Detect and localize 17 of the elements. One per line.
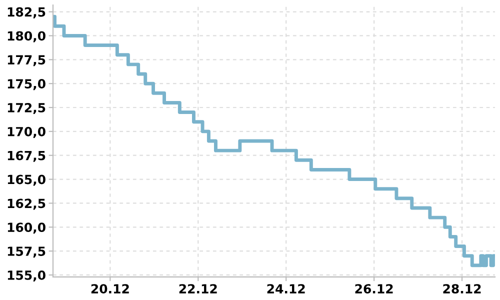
x-tick-label: 24.12 xyxy=(267,284,305,294)
y-tick-label: 155,0 xyxy=(8,270,46,282)
x-tick-label: 22.12 xyxy=(179,284,217,294)
y-tick-label: 165,0 xyxy=(8,174,46,186)
y-tick-label: 170,0 xyxy=(8,126,46,138)
y-tick-label: 175,0 xyxy=(8,79,46,90)
x-tick-label: 28.12 xyxy=(443,284,481,294)
y-tick-label: 160,0 xyxy=(8,222,46,234)
y-tick-label: 162,5 xyxy=(8,198,46,210)
x-tick-label: 20.12 xyxy=(91,284,129,294)
y-tick-label: 167,5 xyxy=(8,150,46,162)
y-tick-label: 157,5 xyxy=(8,246,46,258)
y-tick-label: 180,0 xyxy=(8,31,46,42)
y-tick-label: 177,5 xyxy=(8,55,46,66)
y-tick-label: 172,5 xyxy=(8,102,46,114)
y-tick-label: 182,5 xyxy=(8,7,46,18)
x-tick-label: 26.12 xyxy=(355,284,393,294)
